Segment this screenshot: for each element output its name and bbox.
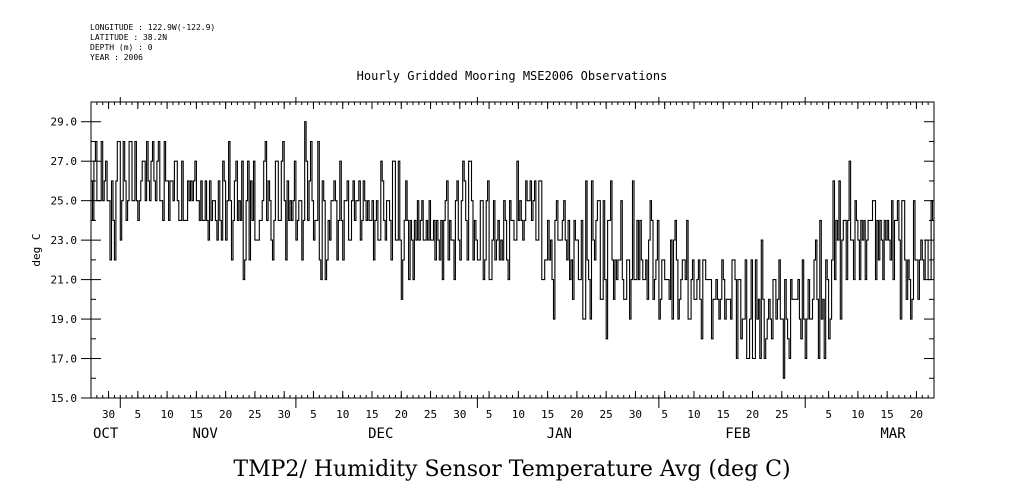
year-label: YEAR : 2006 bbox=[90, 53, 143, 62]
x-tick-label: 15 bbox=[365, 408, 378, 421]
x-tick-label: 15 bbox=[541, 408, 554, 421]
x-tick-label: 5 bbox=[486, 408, 493, 421]
depth-label: DEPTH (m) : 0 bbox=[90, 43, 153, 52]
x-tick-label: 20 bbox=[570, 408, 583, 421]
x-tick-label: 25 bbox=[775, 408, 788, 421]
x-tick-label: 25 bbox=[600, 408, 613, 421]
longitude-label: LONGITUDE : 122.9W(-122.9) bbox=[90, 23, 215, 32]
x-tick-label: 10 bbox=[336, 408, 349, 421]
x-tick-label: 15 bbox=[881, 408, 894, 421]
x-tick-label: 30 bbox=[453, 408, 466, 421]
x-tick-label: 10 bbox=[851, 408, 864, 421]
month-label: MAR bbox=[880, 426, 906, 442]
month-label: FEB bbox=[725, 426, 750, 442]
x-tick-label: 10 bbox=[160, 408, 173, 421]
x-tick-label: 25 bbox=[424, 408, 437, 421]
x-tick-label: 30 bbox=[102, 408, 115, 421]
x-tick-label: 5 bbox=[135, 408, 142, 421]
x-tick-label: 10 bbox=[687, 408, 700, 421]
y-tick-label: 27.0 bbox=[51, 155, 78, 168]
month-label: NOV bbox=[193, 426, 219, 442]
x-tick-label: 15 bbox=[717, 408, 730, 421]
x-tick-label: 20 bbox=[746, 408, 759, 421]
plot-frame bbox=[90, 101, 935, 399]
y-tick-label: 21.0 bbox=[51, 274, 78, 287]
x-tick-label: 5 bbox=[825, 408, 832, 421]
x-tick-label: 30 bbox=[278, 408, 291, 421]
x-tick-label: 20 bbox=[395, 408, 408, 421]
month-label: DEC bbox=[368, 426, 393, 442]
y-tick-label: 15.0 bbox=[51, 392, 78, 405]
month-label: JAN bbox=[547, 426, 572, 442]
x-tick-label: 20 bbox=[910, 408, 923, 421]
axis-ticks bbox=[81, 97, 935, 408]
month-label: OCT bbox=[93, 426, 119, 442]
x-axis-title: TMP2/ Humidity Sensor Temperature Avg (d… bbox=[233, 457, 790, 482]
x-tick-label: 10 bbox=[512, 408, 525, 421]
x-tick-label: 30 bbox=[629, 408, 642, 421]
y-axis-label: deg C bbox=[30, 233, 43, 266]
latitude-label: LATITUDE : 38.2N bbox=[90, 33, 167, 42]
y-tick-label: 23.0 bbox=[51, 234, 78, 247]
x-tick-label: 15 bbox=[190, 408, 203, 421]
x-tick-label: 20 bbox=[219, 408, 232, 421]
x-tick-label: 5 bbox=[661, 408, 668, 421]
y-tick-label: 17.0 bbox=[51, 353, 78, 366]
x-tick-label: 5 bbox=[310, 408, 317, 421]
y-tick-label: 29.0 bbox=[51, 116, 78, 129]
y-tick-label: 19.0 bbox=[51, 313, 78, 326]
temperature-series-line bbox=[91, 121, 935, 379]
x-tick-label: 25 bbox=[248, 408, 261, 421]
data-series bbox=[91, 121, 935, 379]
chart-title: Hourly Gridded Mooring MSE2006 Observati… bbox=[357, 69, 668, 83]
axis-labels: 15.0 17.0 19.0 21.0 23.0 25.0 27.0 29.0 30 5 10 15 2… bbox=[51, 116, 924, 442]
y-tick-label: 25.0 bbox=[51, 195, 78, 208]
